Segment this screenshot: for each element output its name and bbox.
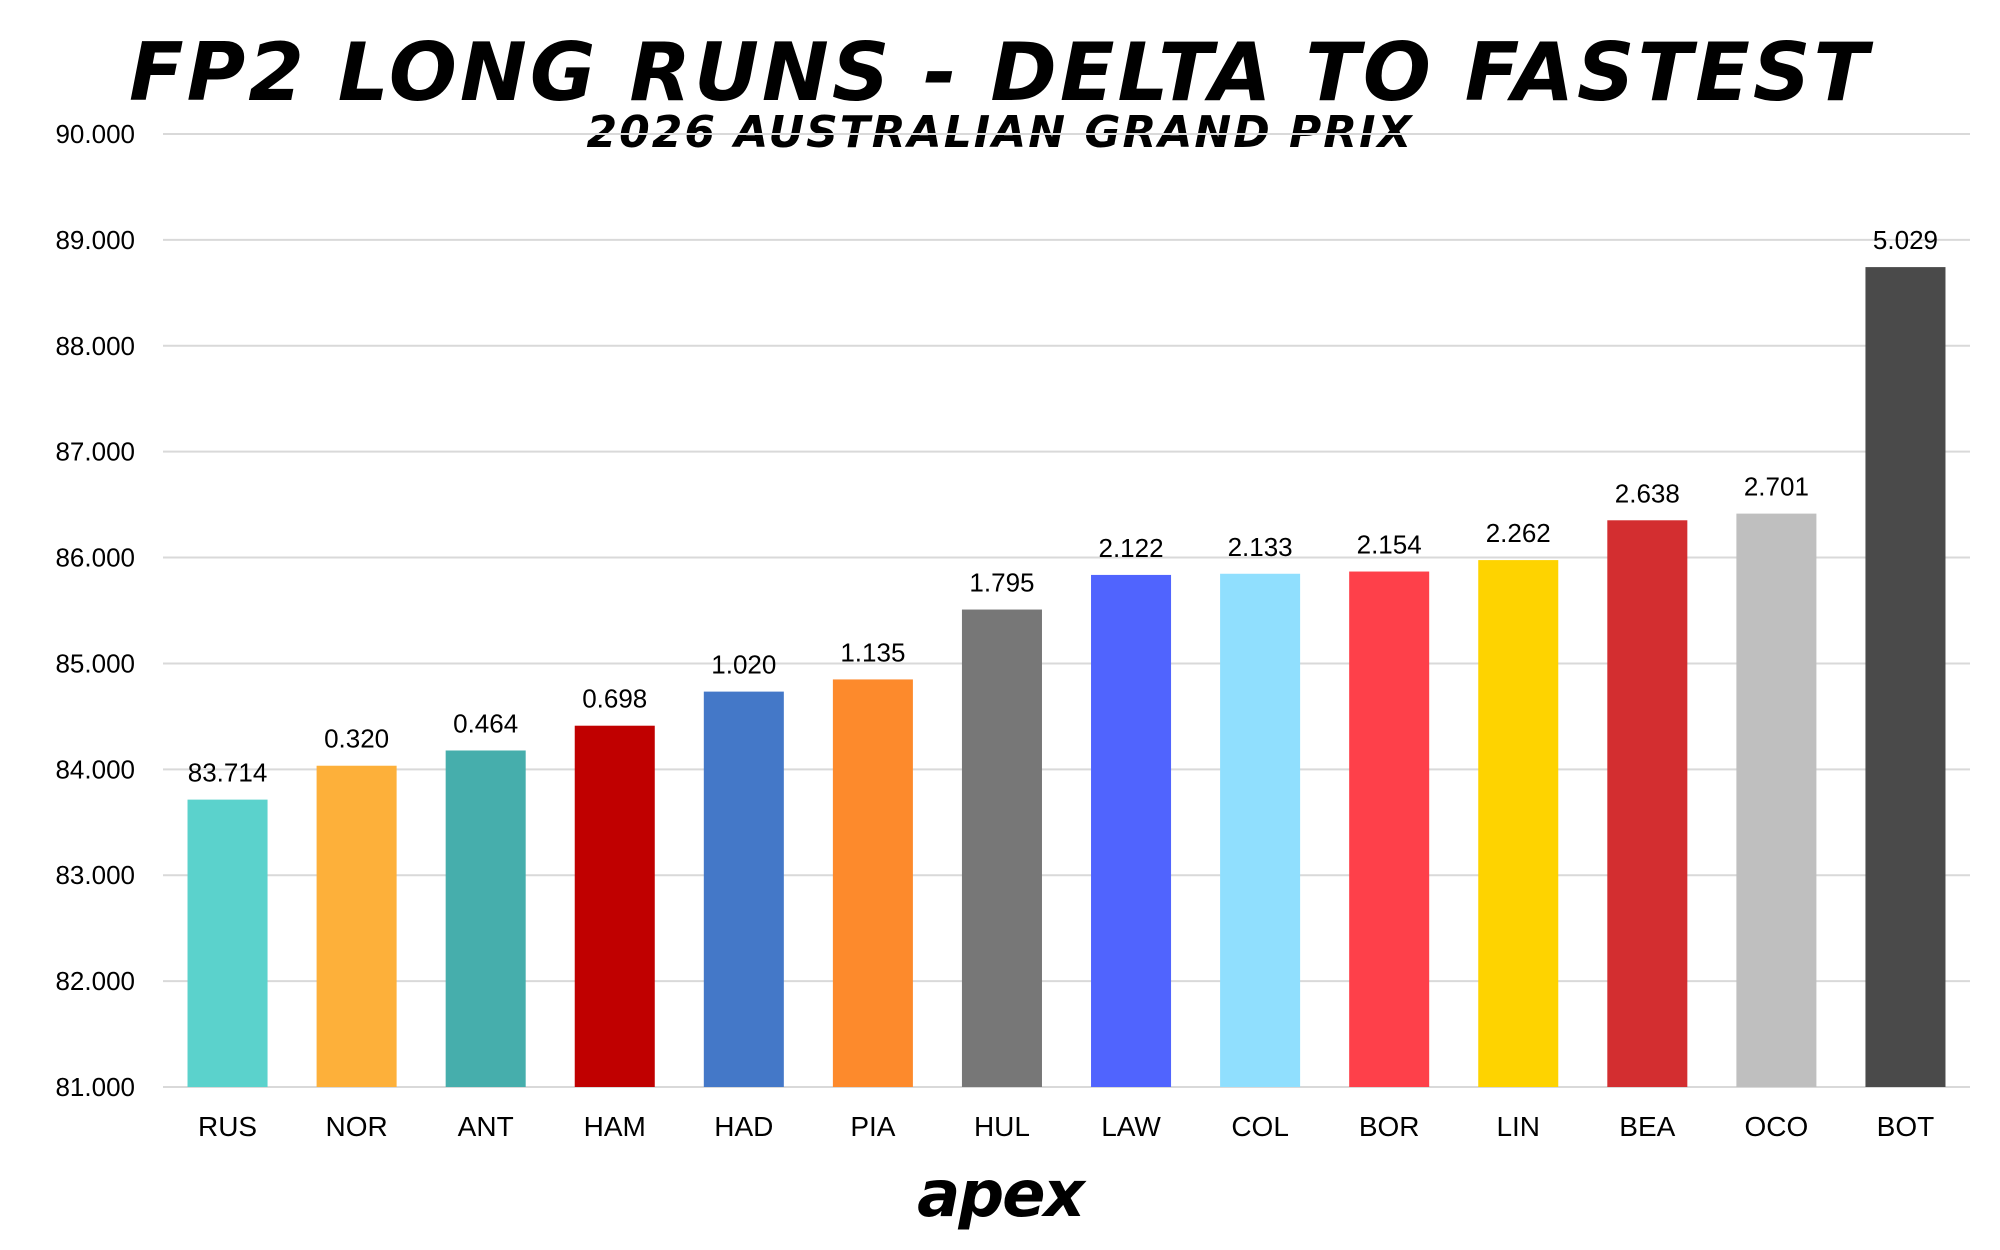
y-tick-label: 89.000: [55, 225, 135, 255]
data-label-oco: 2.701: [1744, 472, 1809, 502]
x-tick-label-pia: PIA: [850, 1111, 895, 1142]
bar-oco: [1736, 513, 1817, 1087]
data-label-bea: 2.638: [1615, 478, 1680, 508]
x-tick-label-bea: BEA: [1619, 1111, 1675, 1142]
bars: [187, 267, 1946, 1088]
y-tick-label: 90.000: [55, 119, 135, 149]
x-tick-label-ham: HAM: [584, 1111, 646, 1142]
x-tick-label-rus: RUS: [198, 1111, 257, 1142]
data-label-bot: 5.029: [1873, 225, 1938, 255]
bar-pia: [832, 679, 913, 1087]
data-label-nor: 0.320: [324, 724, 389, 754]
x-axis-ticks: RUS NOR ANT HAM HAD PIA HUL LAW COL BOR LIN BEA OCO B…: [198, 1111, 1934, 1142]
x-tick-label-col: COL: [1231, 1111, 1289, 1142]
x-tick-label-hul: HUL: [974, 1111, 1030, 1142]
x-tick-label-bot: BOT: [1877, 1111, 1935, 1142]
y-tick-label: 85.000: [55, 648, 135, 678]
data-label-pia: 1.135: [840, 637, 905, 667]
y-tick-label: 86.000: [55, 543, 135, 573]
data-label-had: 1.020: [711, 650, 776, 680]
bar-hul: [961, 609, 1042, 1087]
bar-col: [1220, 573, 1301, 1087]
data-label-col: 2.133: [1228, 532, 1293, 562]
bar-had: [703, 691, 784, 1087]
x-tick-label-ant: ANT: [458, 1111, 514, 1142]
x-tick-label-nor: NOR: [325, 1111, 387, 1142]
y-tick-label: 87.000: [55, 437, 135, 467]
data-label-law: 2.122: [1098, 533, 1163, 563]
y-tick-label: 83.000: [55, 860, 135, 890]
data-label-ant: 0.464: [453, 708, 518, 738]
bar-bor: [1349, 571, 1430, 1087]
y-tick-label: 81.000: [55, 1072, 135, 1102]
x-tick-label-bor: BOR: [1359, 1111, 1420, 1142]
data-labels: 83.714 0.320 0.464 0.698 1.020 1.135 1.795 2.12…: [188, 225, 1938, 788]
bar-bea: [1607, 520, 1688, 1087]
bar-rus: [187, 799, 268, 1087]
data-label-ham: 0.698: [582, 684, 647, 714]
data-label-hul: 1.795: [969, 568, 1034, 598]
x-tick-label-lin: LIN: [1496, 1111, 1540, 1142]
bar-bot: [1865, 267, 1946, 1088]
grid-lines: [163, 133, 1970, 1088]
bar-ham: [574, 725, 655, 1087]
y-tick-label: 88.000: [55, 331, 135, 361]
bar-law: [1091, 574, 1172, 1087]
bar-lin: [1478, 560, 1559, 1087]
apex-logo: apex: [917, 1158, 1085, 1232]
data-label-rus: 83.714: [188, 758, 268, 788]
y-tick-label: 82.000: [55, 966, 135, 996]
y-axis-ticks: 81.000 82.000 83.000 84.000 85.000 86.000 87.0…: [55, 119, 135, 1102]
data-label-lin: 2.262: [1486, 518, 1551, 548]
chart-title: FP2 LONG RUNS - DELTA TO FASTEST: [128, 26, 1872, 119]
bar-nor: [316, 765, 397, 1087]
chart-subtitle: 2026 AUSTRALIAN GRAND PRIX: [586, 107, 1414, 158]
data-label-bor: 2.154: [1357, 530, 1422, 560]
x-tick-label-law: LAW: [1101, 1111, 1161, 1142]
x-tick-label-had: HAD: [714, 1111, 773, 1142]
x-tick-label-oco: OCO: [1745, 1111, 1809, 1142]
y-tick-label: 84.000: [55, 754, 135, 784]
bar-ant: [445, 750, 526, 1087]
